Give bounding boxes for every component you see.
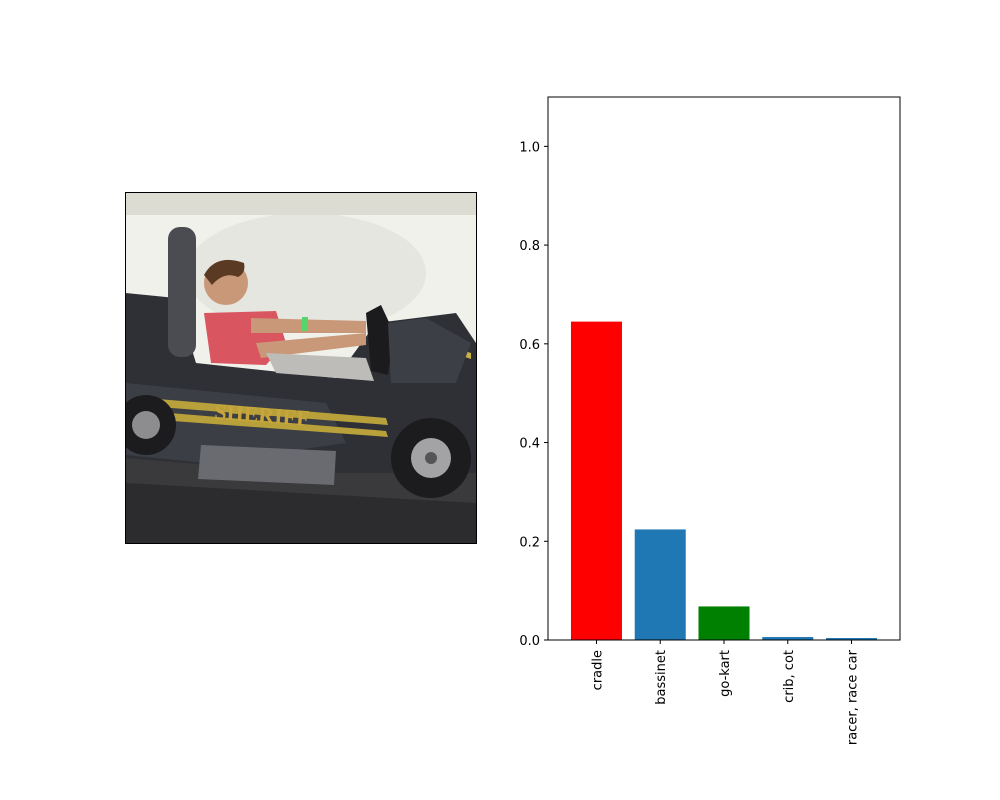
y-tick-label: 1.0 [519, 140, 540, 155]
bar-cradle [570, 321, 622, 640]
go-kart-photo-icon: SHERIFF [126, 193, 476, 543]
y-tick-label: 0.0 [519, 634, 540, 649]
input-photo: SHERIFF [125, 192, 477, 544]
y-tick-label: 0.8 [519, 239, 540, 254]
bar-go-kart [698, 606, 750, 640]
y-tick-label: 0.4 [519, 437, 540, 452]
y-tick-label: 0.2 [519, 535, 540, 550]
x-tick-label: crib, cot [782, 650, 797, 703]
axes-frame [547, 96, 901, 641]
x-tick-label: bassinet [654, 650, 669, 705]
x-tick-label: racer, race car [846, 649, 861, 745]
bar-bassinet [634, 529, 686, 640]
y-tick-label: 0.6 [519, 338, 540, 353]
x-tick-label: go-kart [718, 650, 733, 697]
x-tick-label: cradle [590, 650, 605, 690]
bar-crib-cot [762, 637, 814, 640]
bar-racer-race-car [826, 638, 878, 640]
